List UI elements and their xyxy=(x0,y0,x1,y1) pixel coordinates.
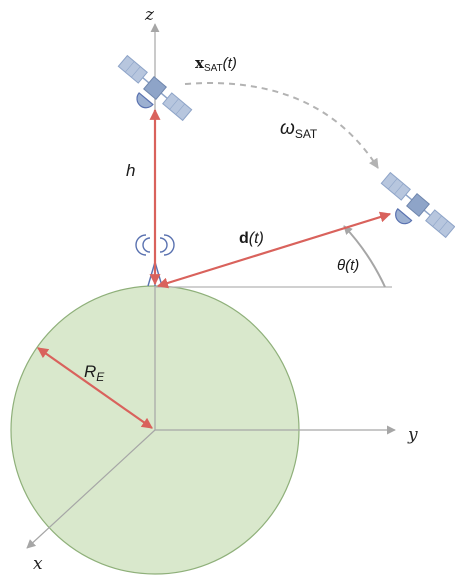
earth-radius-label: RE xyxy=(84,362,105,384)
satellite-position-label: xSAT(t) xyxy=(195,54,237,74)
x-axis xyxy=(26,429,156,549)
height-label: h xyxy=(126,161,135,180)
angular-velocity-label: ωSAT xyxy=(280,118,318,141)
satellite-icon-moved xyxy=(380,171,455,239)
y-axis-label: y xyxy=(407,425,418,445)
x-axis-label: x xyxy=(33,554,43,574)
elevation-angle-label: θ(t) xyxy=(337,257,359,274)
satellite-icon-overhead xyxy=(117,54,193,122)
distance-vector xyxy=(156,211,392,289)
earth-radius-vector xyxy=(37,347,153,429)
distance-label: d(t) xyxy=(239,230,264,247)
z-axis-label: z xyxy=(144,5,155,25)
